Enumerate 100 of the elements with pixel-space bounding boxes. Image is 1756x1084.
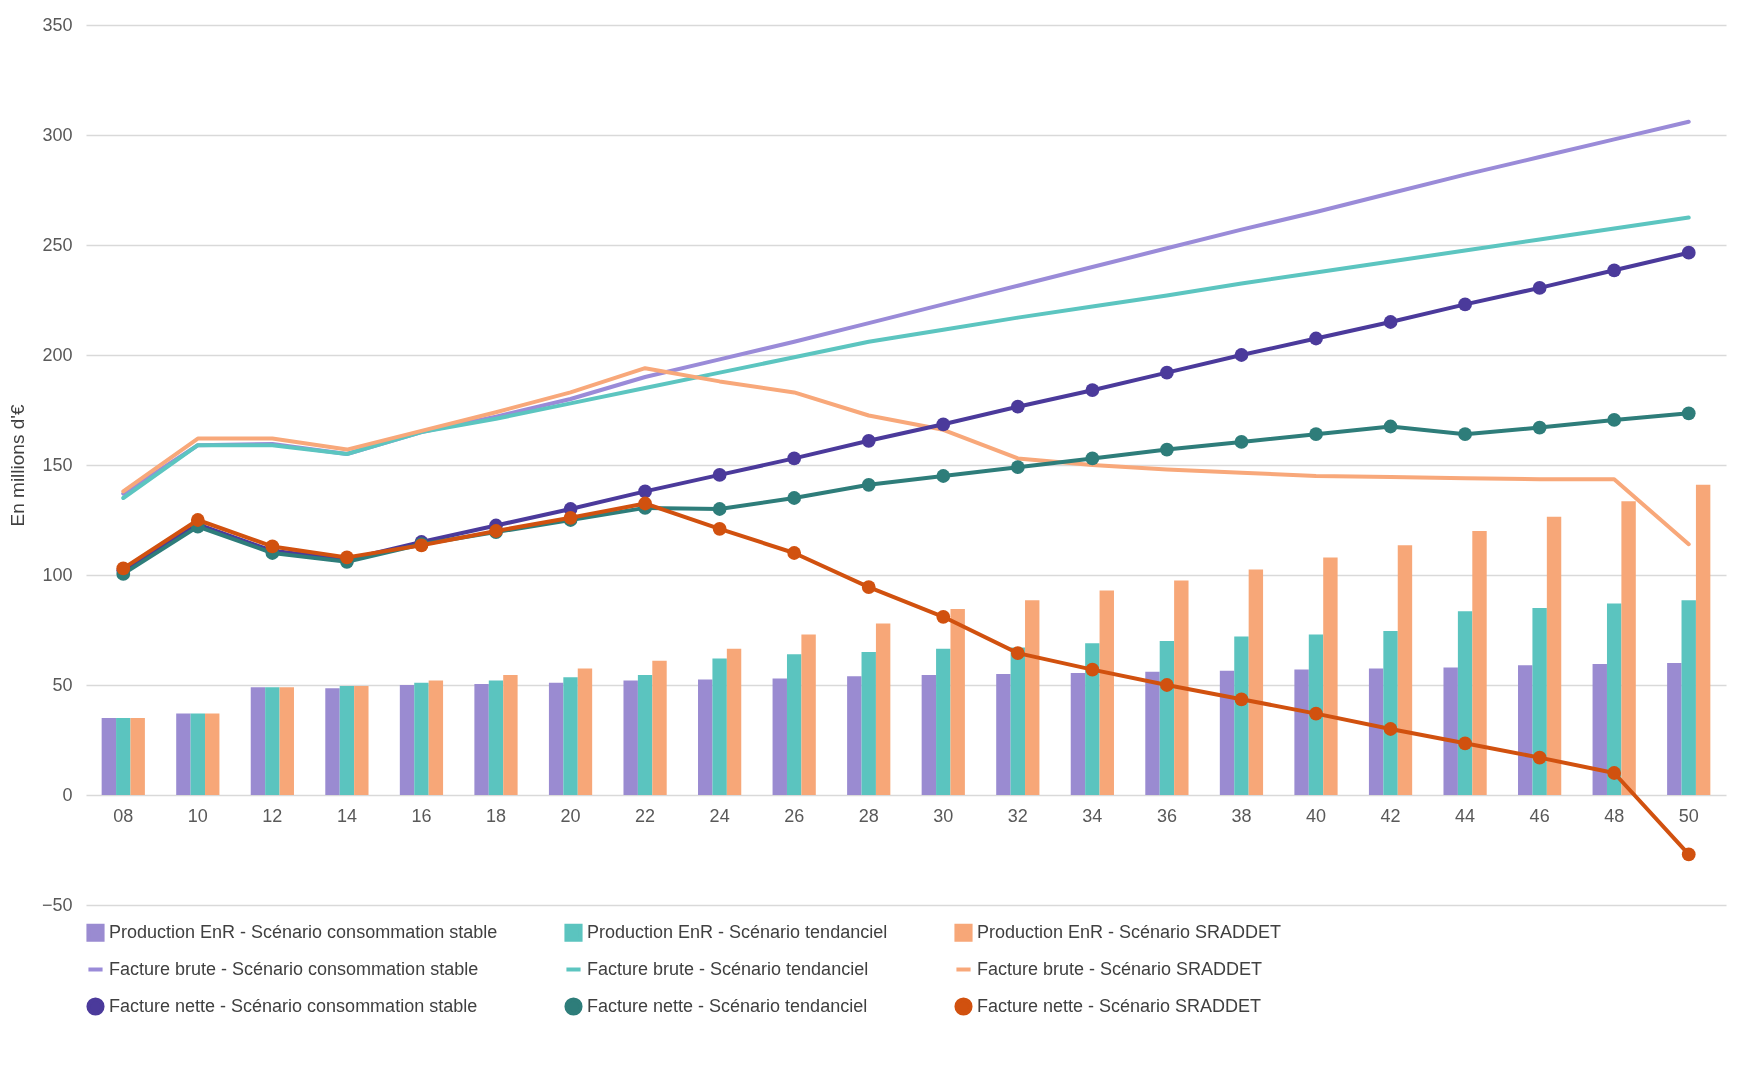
x-tick-label: 34 bbox=[1082, 805, 1103, 826]
y-tick-label: 300 bbox=[42, 124, 73, 145]
point bbox=[712, 521, 727, 536]
bar bbox=[176, 713, 191, 795]
bar bbox=[1248, 569, 1264, 795]
bar bbox=[116, 718, 131, 795]
point bbox=[1085, 662, 1100, 677]
y-tick-label: −50 bbox=[41, 894, 73, 915]
bar bbox=[652, 660, 667, 795]
bar bbox=[996, 674, 1011, 795]
bar bbox=[414, 682, 429, 795]
point bbox=[1532, 750, 1547, 765]
y-tick-label: 250 bbox=[42, 234, 73, 255]
point bbox=[1309, 427, 1323, 442]
point bbox=[1309, 331, 1323, 346]
bar bbox=[474, 683, 489, 795]
bar bbox=[1070, 672, 1086, 795]
point bbox=[1234, 435, 1249, 449]
bar bbox=[1368, 668, 1384, 795]
bar bbox=[548, 682, 564, 795]
bar bbox=[1667, 663, 1682, 795]
bar bbox=[1681, 600, 1696, 795]
bar bbox=[1606, 603, 1622, 795]
point bbox=[861, 433, 876, 448]
y-tick-label: 0 bbox=[62, 784, 73, 805]
x-tick-label: 46 bbox=[1529, 805, 1550, 826]
bar bbox=[503, 675, 518, 795]
x-tick-label: 18 bbox=[485, 805, 507, 826]
bar bbox=[921, 675, 937, 795]
point bbox=[1010, 399, 1025, 414]
point bbox=[787, 451, 802, 466]
point bbox=[1383, 722, 1398, 736]
legend-label: Facture brute - Scénario consommation stable bbox=[109, 958, 479, 979]
x-tick-label: 12 bbox=[262, 805, 283, 826]
point bbox=[638, 496, 652, 511]
x-tick-label: 08 bbox=[113, 805, 134, 826]
point bbox=[1383, 419, 1398, 434]
point bbox=[861, 580, 876, 594]
point bbox=[1085, 451, 1100, 466]
x-tick-label: 38 bbox=[1231, 805, 1252, 826]
bar bbox=[726, 648, 742, 795]
point bbox=[1309, 706, 1323, 721]
bar bbox=[1592, 664, 1607, 795]
legend-label: Production EnR - Scénario SRADDET bbox=[977, 921, 1282, 942]
bar bbox=[1518, 665, 1533, 795]
bar bbox=[488, 680, 504, 795]
bar bbox=[1472, 531, 1487, 795]
bar bbox=[130, 718, 145, 795]
bar bbox=[623, 680, 638, 795]
bar bbox=[1145, 671, 1160, 795]
bar bbox=[563, 677, 578, 795]
legend-label: Facture brute - Scénario tendanciel bbox=[587, 958, 869, 979]
bar bbox=[861, 652, 876, 795]
legend-label: Facture brute - Scénario SRADDET bbox=[977, 958, 1263, 979]
point bbox=[1234, 692, 1249, 707]
x-tick-label: 22 bbox=[635, 805, 656, 826]
bar bbox=[190, 713, 206, 795]
bar bbox=[1383, 631, 1398, 795]
point bbox=[712, 468, 727, 482]
x-tick-label: 44 bbox=[1455, 805, 1476, 826]
bar bbox=[399, 685, 415, 795]
point bbox=[1532, 420, 1547, 435]
bar bbox=[265, 687, 280, 795]
y-axis-title: En millions d'€ bbox=[6, 404, 28, 527]
x-tick-label: 24 bbox=[709, 805, 730, 826]
bar bbox=[712, 658, 727, 795]
point bbox=[638, 484, 652, 499]
line-series bbox=[121, 215, 1691, 500]
point bbox=[712, 502, 727, 516]
point bbox=[1010, 646, 1025, 660]
x-tick-label: 48 bbox=[1604, 805, 1625, 826]
x-tick-label: 50 bbox=[1678, 805, 1699, 826]
point bbox=[936, 417, 951, 432]
bar bbox=[637, 675, 653, 795]
bar bbox=[1532, 608, 1547, 795]
x-tick-label: 20 bbox=[560, 805, 581, 826]
legend-label: Production EnR - Scénario tendanciel bbox=[587, 921, 888, 942]
point bbox=[1681, 245, 1696, 260]
bar bbox=[325, 688, 340, 795]
bar bbox=[1695, 484, 1711, 795]
bar bbox=[1323, 557, 1338, 795]
x-tick-label: 40 bbox=[1305, 805, 1327, 826]
point bbox=[936, 469, 951, 483]
bar bbox=[1234, 636, 1249, 795]
point bbox=[1160, 678, 1174, 692]
point bbox=[936, 609, 951, 624]
x-tick-label: 16 bbox=[411, 805, 432, 826]
x-tick-label: 30 bbox=[933, 805, 954, 826]
point bbox=[1532, 281, 1547, 295]
y-tick-label: 150 bbox=[42, 454, 73, 475]
legend-label: Facture nette - Scénario tendanciel bbox=[587, 995, 868, 1016]
bar bbox=[1219, 670, 1235, 795]
bar bbox=[1443, 667, 1458, 795]
bar bbox=[1546, 516, 1562, 795]
x-tick-label: 42 bbox=[1380, 805, 1401, 826]
bar bbox=[1397, 545, 1413, 795]
point bbox=[787, 491, 802, 505]
bar bbox=[339, 686, 355, 795]
point bbox=[1607, 263, 1622, 278]
bar bbox=[801, 634, 816, 795]
